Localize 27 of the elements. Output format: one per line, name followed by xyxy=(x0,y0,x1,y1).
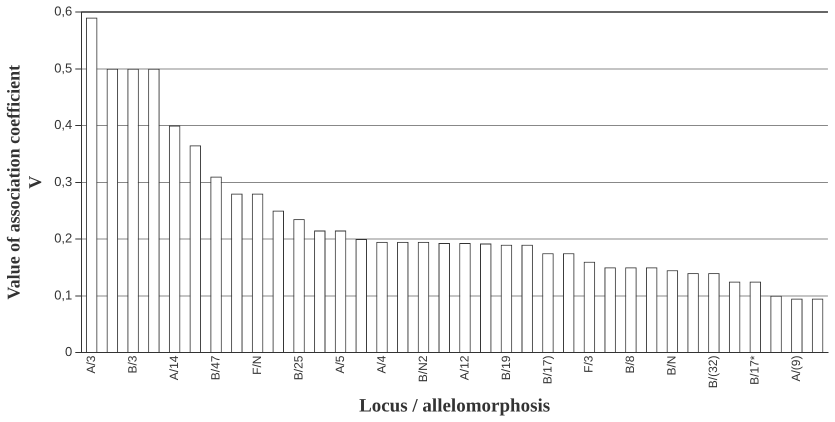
x-tick-label: B/17* xyxy=(748,355,762,385)
x-tick-label: B/(32) xyxy=(706,356,720,388)
x-tick-label: A/4 xyxy=(374,355,388,374)
y-tick-label: 0,6 xyxy=(54,4,72,19)
x-tick-label: A/12 xyxy=(457,355,472,380)
x-tick-label: F/N xyxy=(250,356,264,375)
x-tick-label: B/3 xyxy=(125,355,140,374)
x-tick-label: B/47 xyxy=(208,355,222,380)
x-tick-label: A/5 xyxy=(332,355,347,374)
y-tick-label: 0,5 xyxy=(54,60,72,76)
x-tick-label: B/25 xyxy=(291,355,306,380)
x-tick-label: B/19 xyxy=(498,355,513,380)
x-tick-label: F/3 xyxy=(582,355,596,373)
x-tick-label: A/3 xyxy=(84,355,98,374)
y-tick-label: 0 xyxy=(65,344,72,360)
x-tick-label: B/8 xyxy=(623,355,638,374)
x-tick-label: B/N xyxy=(664,356,679,376)
x-tick-label: B/N2 xyxy=(416,355,430,382)
x-tick-label: A/(9) xyxy=(789,356,804,382)
y-tick-label: 0,3 xyxy=(54,174,72,189)
y-tick-label: 0,1 xyxy=(54,287,72,302)
y-axis-title: Value of association coefficient V xyxy=(3,64,46,300)
y-tick-label: 0,4 xyxy=(54,117,72,132)
x-tick-label: B/17) xyxy=(540,356,554,384)
y-tick-label: 0,2 xyxy=(54,230,72,246)
x-tick-label: A/14 xyxy=(166,355,181,380)
x-axis-title: Locus / allelomorphosis xyxy=(359,396,550,417)
